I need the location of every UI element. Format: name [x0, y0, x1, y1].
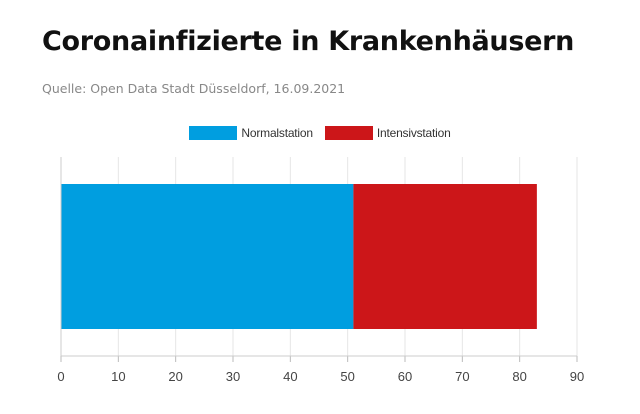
x-tick-label-80: 80: [512, 369, 526, 384]
x-tick-label-40: 40: [283, 369, 297, 384]
x-tick-label-20: 20: [168, 369, 182, 384]
legend-label-intensivstation: Intensivstation: [376, 126, 451, 140]
chart-legend: Normalstation Intensivstation: [0, 126, 640, 140]
x-tick-label-60: 60: [398, 369, 412, 384]
axis-layer: 0 10 20 30 40 50 60 70 80 90: [57, 157, 584, 384]
chart-title: Coronainfizierte in Krankenhäusern: [42, 26, 575, 57]
legend-item-normalstation[interactable]: Normalstation: [189, 126, 313, 140]
x-tick-label-70: 70: [455, 369, 469, 384]
x-tick-label-90: 90: [570, 369, 584, 384]
legend-label-normalstation: Normalstation: [241, 126, 313, 140]
bar-segment-normalstation: [61, 184, 354, 329]
x-tick-label-30: 30: [226, 369, 240, 384]
legend-swatch-intensivstation: [324, 126, 373, 140]
x-tick-label-50: 50: [340, 369, 354, 384]
bar-layer: [61, 184, 537, 329]
x-tick-label-10: 10: [111, 369, 125, 384]
legend-swatch-normalstation: [189, 126, 238, 140]
bar-segment-intensivstation: [353, 184, 537, 329]
chart-source: Quelle: Open Data Stadt Düsseldorf, 16.0…: [42, 81, 346, 96]
x-tick-label-0: 0: [57, 369, 64, 384]
legend-item-intensivstation[interactable]: Intensivstation: [324, 126, 451, 140]
